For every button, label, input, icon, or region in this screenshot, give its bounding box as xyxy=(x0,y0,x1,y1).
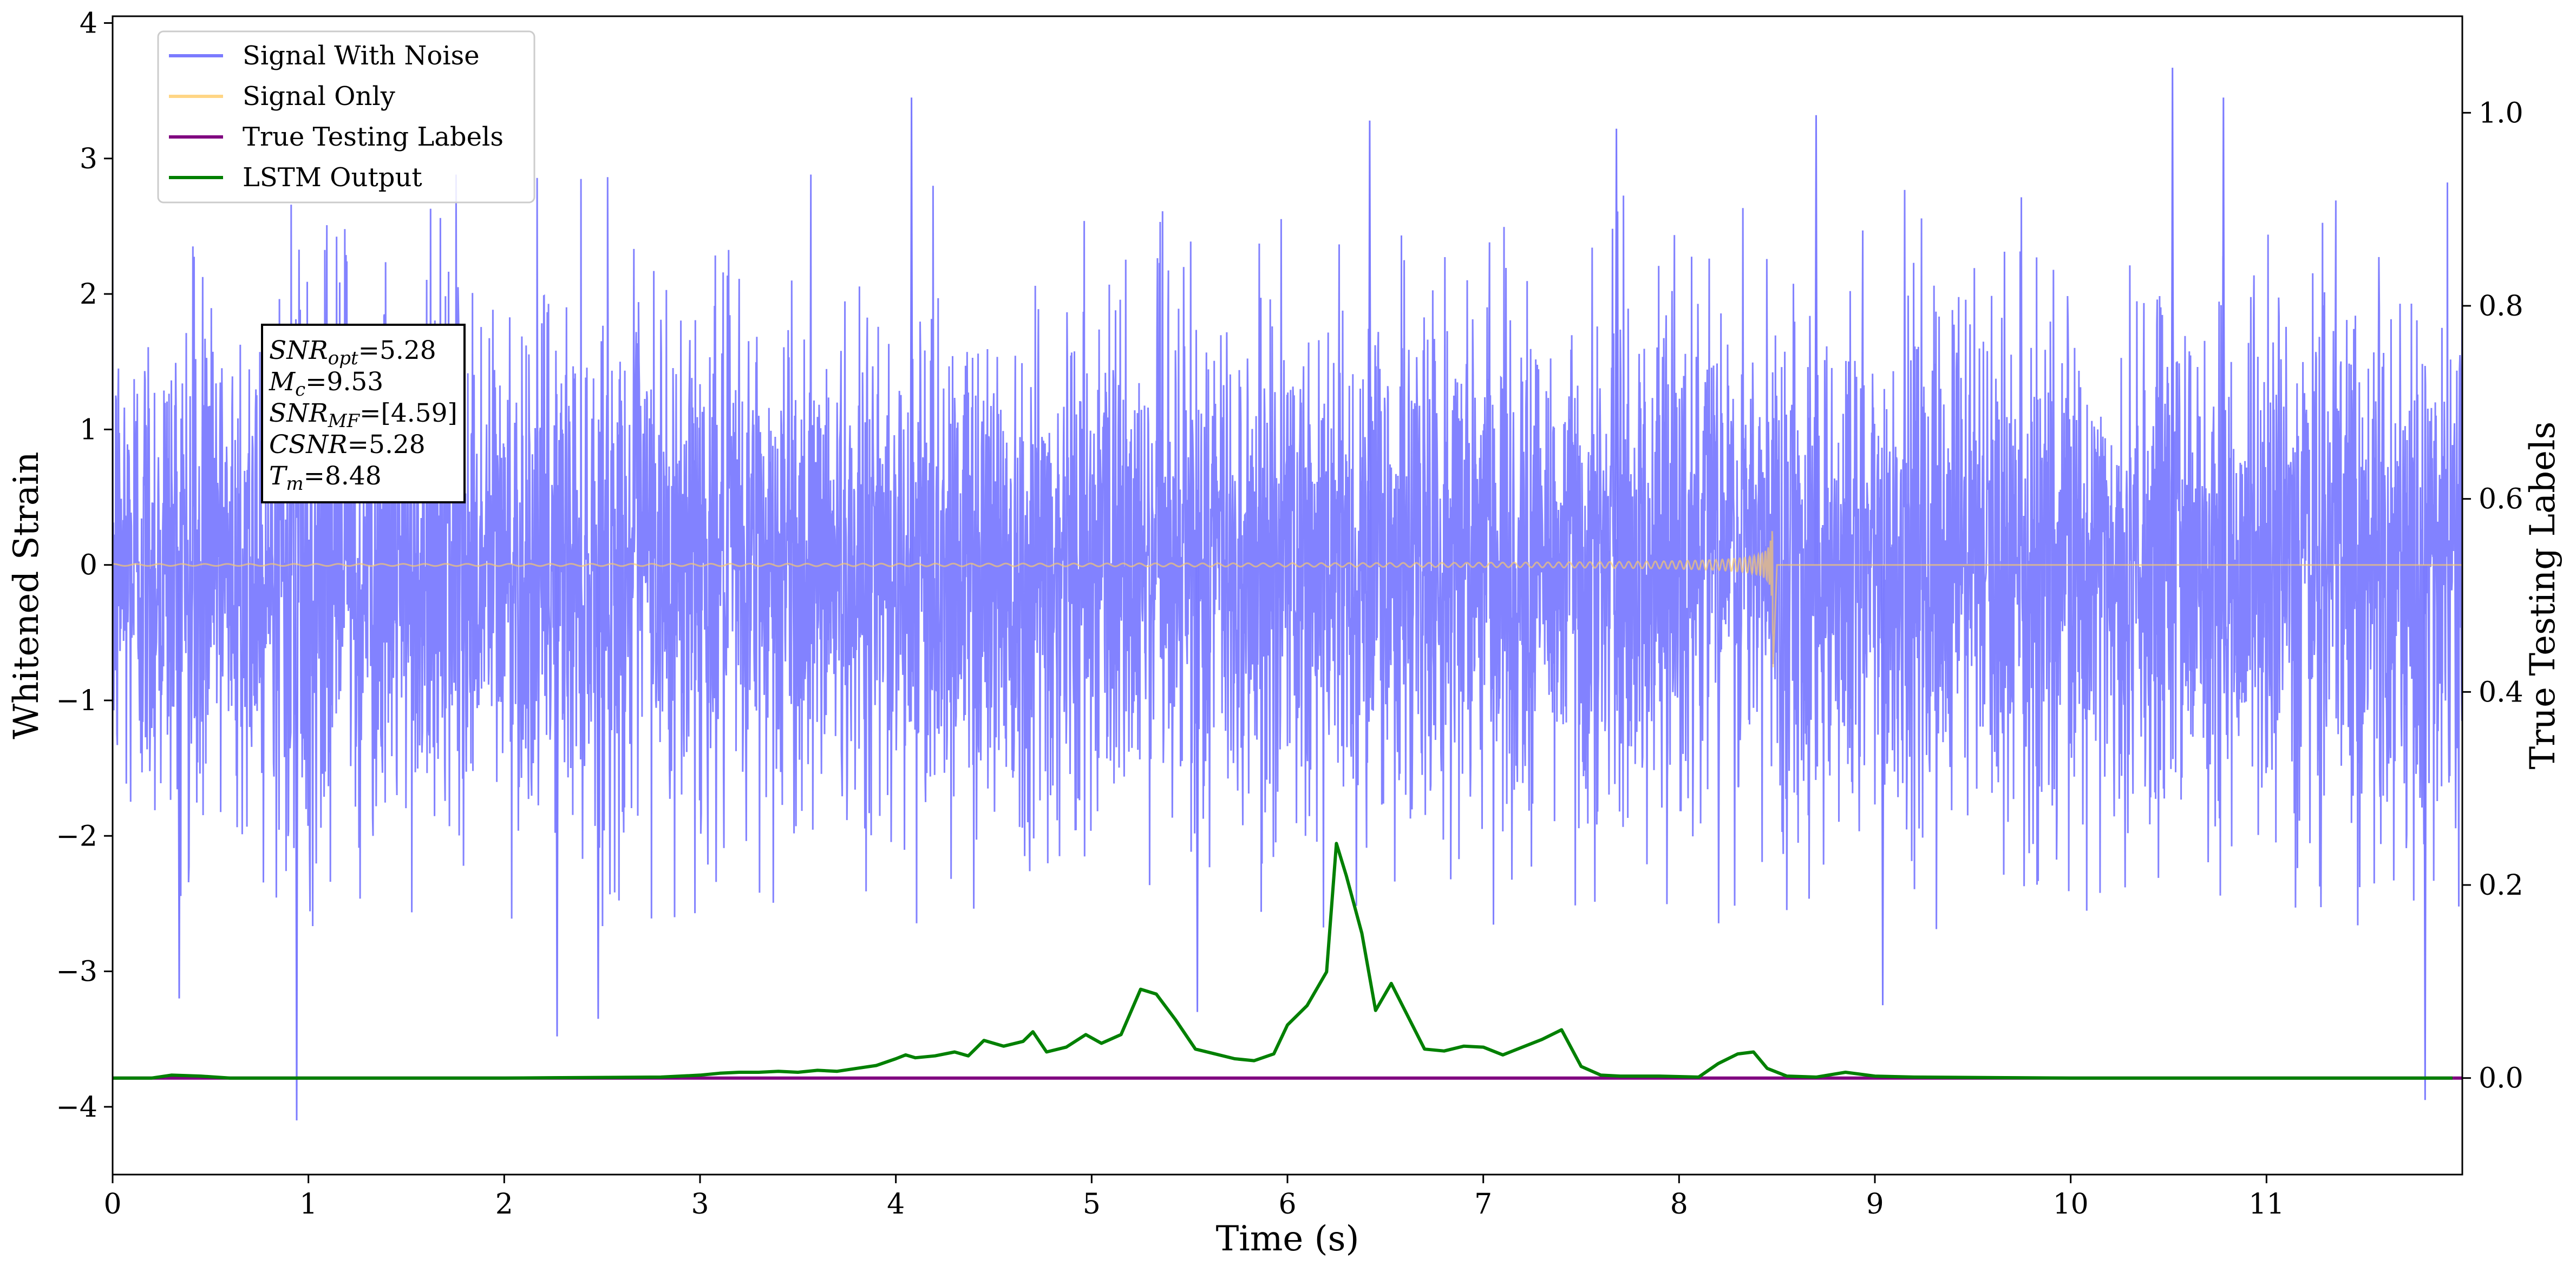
y-left-tick-label-8: 4 xyxy=(80,8,97,40)
y-left-tick-label-1: −3 xyxy=(56,956,97,988)
noise-spike-12 xyxy=(2221,97,2226,565)
x-tick-label-7: 7 xyxy=(1474,1188,1492,1221)
y-left-tick-label-5: 1 xyxy=(80,414,97,446)
noise-spike-8 xyxy=(596,565,600,1019)
legend-label-lstm-output: LSTM Output xyxy=(243,162,422,193)
x-axis-label: Time (s) xyxy=(1216,1219,1359,1259)
annotation-box xyxy=(261,324,466,503)
y-left-tick-label-0: −4 xyxy=(56,1091,97,1124)
annotation-line-0: SNRopt=5.28 xyxy=(269,336,436,369)
y-right-tick-label-5: 1.0 xyxy=(2479,97,2523,129)
noise-spike-7 xyxy=(177,565,181,999)
legend: Signal With Noise Signal Only True Testing… xyxy=(157,30,535,204)
y-right-tick-label-3: 0.6 xyxy=(2479,483,2523,516)
x-tick-label-1: 1 xyxy=(299,1188,317,1221)
x-tick-label-9: 9 xyxy=(1866,1188,1884,1221)
legend-label-signal-with-noise: Signal With Noise xyxy=(243,41,480,71)
series-lstm-output xyxy=(113,842,2453,1080)
annotation-line-2: SNRMF=[4.59] xyxy=(269,398,457,432)
noise-spike-11 xyxy=(1881,565,1885,1006)
y-left-tick-label-3: −1 xyxy=(56,685,97,717)
x-tick-label-8: 8 xyxy=(1670,1188,1688,1221)
noise-spike-9 xyxy=(1195,565,1200,1012)
series-signal-with-noise xyxy=(113,174,2462,929)
x-tick-label-11: 11 xyxy=(2248,1188,2284,1221)
x-tick-label-6: 6 xyxy=(1278,1188,1296,1221)
y-right-tick-label-2: 0.4 xyxy=(2479,676,2523,709)
noise-spike-1 xyxy=(2170,68,2175,565)
annotation-line-4: Tm=8.48 xyxy=(269,461,382,495)
noise-spike-6 xyxy=(1814,115,1818,565)
y-right-tick-label-1: 0.2 xyxy=(2479,869,2523,902)
noise-spike-2 xyxy=(2423,565,2427,1100)
axes: 0 1 2 3 4 5 6 7 8 9 10 11 −4 −3 −2 −1 0 1 2 3 4 0.0 0.2 0.4 0.6 0… xyxy=(56,8,2523,1221)
legend-label-signal-only: Signal Only xyxy=(243,81,395,112)
noise-spike-0 xyxy=(295,565,299,1120)
plot-area xyxy=(113,68,2462,1120)
y-left-tick-label-6: 2 xyxy=(80,278,97,311)
x-tick-label-0: 0 xyxy=(103,1188,121,1221)
parameter-annotation: SNRopt=5.28Mc=9.53SNRMF=[4.59]CSNR=5.28T… xyxy=(261,324,466,503)
legend-box xyxy=(157,30,535,204)
annotation-line-3: CSNR=5.28 xyxy=(269,430,426,460)
legend-label-true-testing-labels: True Testing Labels xyxy=(243,122,504,152)
y-axis-label-right: True Testing Labels xyxy=(2523,422,2563,770)
x-tick-label-10: 10 xyxy=(2053,1188,2089,1221)
y-right-tick-label-0: 0.0 xyxy=(2479,1063,2523,1095)
y-left-tick-label-2: −2 xyxy=(56,820,97,853)
x-tick-label-4: 4 xyxy=(887,1188,905,1221)
annotation-line-1: Mc=9.53 xyxy=(269,367,383,401)
noise-spike-4 xyxy=(555,565,559,1037)
x-tick-label-3: 3 xyxy=(691,1188,709,1221)
y-right-tick-label-4: 0.8 xyxy=(2479,290,2523,323)
noise-spike-3 xyxy=(910,97,914,565)
noise-spike-10 xyxy=(1614,128,1619,565)
x-tick-label-5: 5 xyxy=(1083,1188,1101,1221)
y-left-tick-label-7: 3 xyxy=(80,143,97,175)
series-signal-only xyxy=(113,531,2462,667)
noise-spike-5 xyxy=(1368,120,1372,565)
y-left-tick-label-4: 0 xyxy=(80,549,97,582)
y-axis-label-left: Whitened Strain xyxy=(6,451,47,739)
x-tick-label-2: 2 xyxy=(495,1188,513,1221)
